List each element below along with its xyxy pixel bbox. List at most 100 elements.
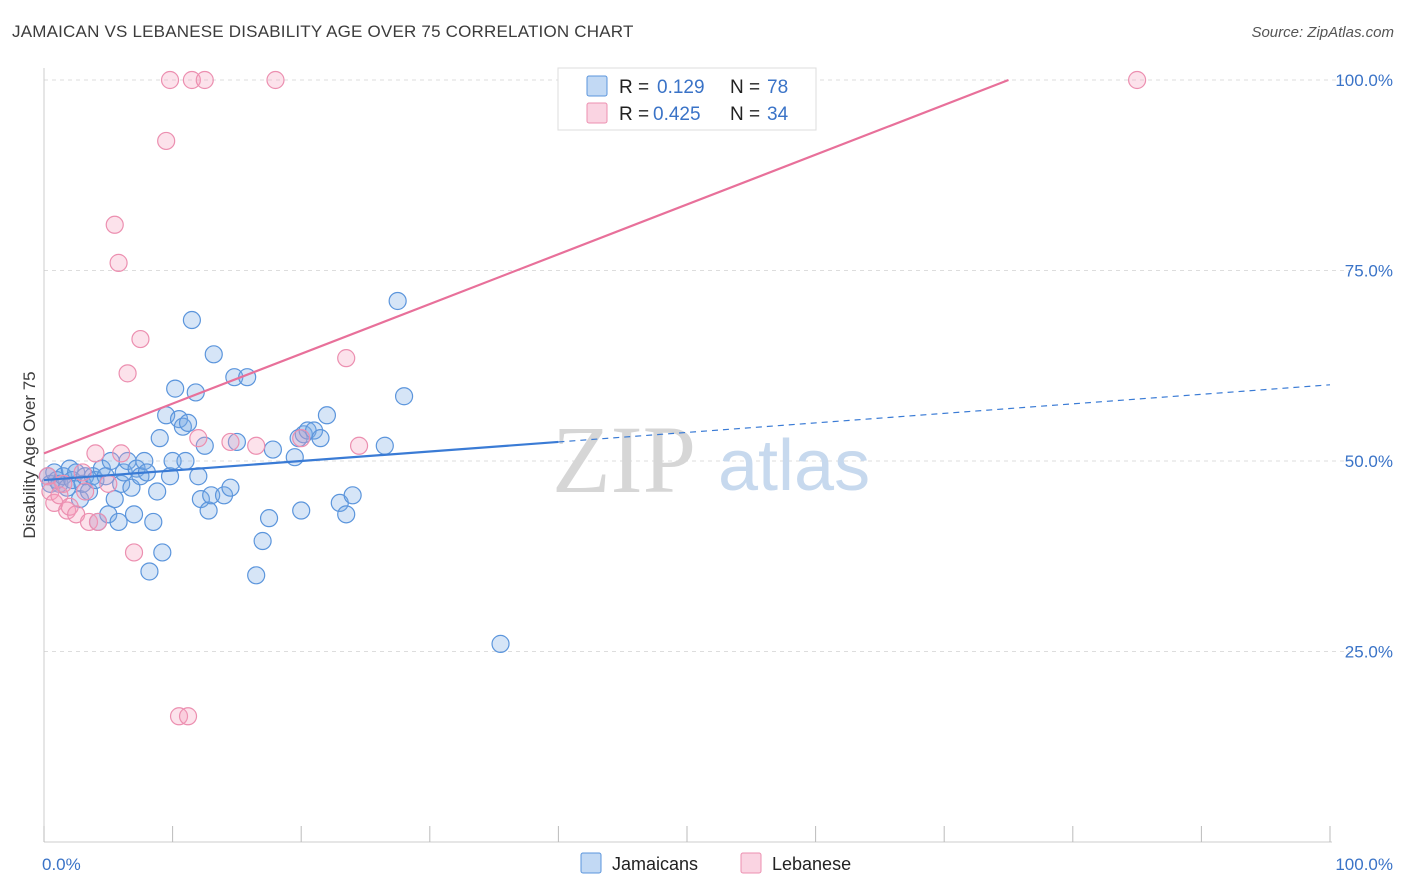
legend-n-value-1: 78 (767, 77, 788, 98)
trendline-jamaicans (43, 440, 559, 482)
point-jamaicans-71 (337, 505, 356, 524)
point-lebanese-18 (124, 543, 144, 562)
point-lebanese-29 (266, 70, 285, 90)
point-jamaicans-59 (253, 531, 272, 551)
bottom-legend-jamaicans: Jamaicans (612, 854, 698, 874)
point-jamaicans-21 (105, 490, 124, 509)
legend-r-label-1: R = (619, 77, 649, 98)
trendline-jamaicans-extension (558, 384, 1331, 443)
point-jamaicans-32 (140, 562, 159, 581)
point-jamaicans-49 (195, 436, 214, 455)
point-lebanese-17 (118, 364, 137, 383)
point-lebanese-26 (195, 70, 214, 90)
point-lebanese-25 (189, 429, 208, 448)
legend-swatch-jamaicans (586, 75, 608, 97)
point-jamaicans-40 (166, 379, 185, 398)
bottom-legend: Jamaicans Lebanese (580, 852, 851, 874)
watermark: ZIP atlas (552, 406, 870, 513)
point-lebanese-6 (60, 497, 79, 516)
point-lebanese-31 (337, 349, 356, 368)
point-jamaicans-19 (99, 505, 118, 524)
point-jamaicans-52 (204, 345, 223, 364)
point-jamaicans-58 (247, 566, 266, 585)
point-jamaicans-76 (491, 634, 510, 653)
point-lebanese-9 (76, 482, 95, 501)
y-axis-title: Disability Age Over 75 (20, 371, 39, 538)
point-jamaicans-54 (221, 478, 240, 497)
point-jamaicans-68 (311, 429, 330, 448)
points-layer (38, 70, 1147, 726)
point-jamaicans-13 (79, 482, 99, 501)
point-jamaicans-62 (285, 448, 304, 467)
point-jamaicans-64 (292, 501, 311, 520)
y-tick-label-3: 100.0% (1335, 71, 1393, 90)
legend-swatch-lebanese (586, 102, 608, 124)
point-lebanese-11 (86, 444, 105, 463)
point-jamaicans-50 (199, 501, 218, 520)
point-lebanese-0 (38, 467, 57, 486)
point-lebanese-28 (247, 436, 266, 455)
point-jamaicans-60 (259, 509, 279, 528)
point-lebanese-23 (178, 707, 198, 726)
x-tick-label-min: 0.0% (42, 855, 81, 874)
point-jamaicans-35 (150, 429, 169, 448)
legend: R = 0.129 N = 78 R = 0.425 N = 34 (557, 67, 817, 131)
point-jamaicans-30 (135, 451, 154, 471)
point-lebanese-24 (182, 70, 201, 90)
y-tick-label-1: 50.0% (1345, 452, 1393, 471)
trendline-lebanese (43, 78, 1009, 455)
legend-n-value-2: 34 (767, 104, 789, 125)
legend-r-label-2: R = (619, 104, 649, 125)
chart-source: Source: ZipAtlas.com (1251, 24, 1394, 41)
legend-r-value-1: 0.129 (657, 77, 705, 98)
point-jamaicans-51 (202, 486, 221, 505)
point-jamaicans-33 (144, 512, 163, 532)
point-jamaicans-75 (394, 387, 414, 406)
point-lebanese-32 (349, 436, 369, 455)
point-jamaicans-73 (375, 436, 394, 455)
point-jamaicans-47 (189, 467, 208, 486)
point-lebanese-15 (109, 253, 128, 272)
point-lebanese-27 (221, 432, 240, 452)
point-jamaicans-34 (148, 482, 167, 501)
point-jamaicans-22 (109, 512, 128, 532)
point-jamaicans-56 (227, 432, 246, 452)
point-lebanese-16 (112, 444, 131, 463)
point-lebanese-14 (105, 215, 124, 234)
y-tick-label-2: 75.0% (1345, 262, 1393, 281)
point-jamaicans-27 (124, 505, 144, 524)
point-lebanese-12 (88, 512, 108, 532)
point-jamaicans-36 (153, 543, 172, 562)
point-lebanese-13 (99, 474, 118, 493)
x-tick-label-max: 100.0% (1335, 855, 1393, 874)
point-jamaicans-61 (263, 440, 283, 459)
bottom-legend-swatch-jamaicans (580, 852, 602, 874)
point-jamaicans-44 (178, 413, 198, 432)
point-jamaicans-43 (176, 451, 195, 471)
point-lebanese-21 (160, 70, 180, 90)
bottom-legend-swatch-lebanese (740, 852, 762, 874)
grid-layer (44, 79, 1350, 652)
labels-layer: 25.0% 50.0% 75.0% 100.0% 0.0% 100.0% (42, 71, 1393, 874)
point-lebanese-30 (292, 429, 311, 448)
axes-layer (43, 68, 1332, 843)
legend-r-value-2: 0.425 (653, 104, 701, 125)
point-jamaicans-72 (343, 486, 362, 505)
point-jamaicans-74 (388, 291, 407, 311)
point-lebanese-20 (157, 131, 176, 151)
watermark-zip: ZIP (552, 406, 696, 513)
bottom-legend-lebanese: Lebanese (772, 854, 851, 874)
point-lebanese-33 (1127, 70, 1147, 90)
y-tick-label-0: 25.0% (1345, 643, 1393, 662)
point-jamaicans-45 (182, 310, 201, 330)
legend-n-label-1: N = (730, 77, 760, 98)
point-jamaicans-69 (317, 406, 337, 425)
trend-layer (43, 78, 1331, 482)
watermark-atlas: atlas (718, 426, 870, 506)
point-jamaicans-53 (214, 486, 234, 505)
point-lebanese-19 (131, 329, 150, 349)
legend-box (557, 67, 817, 131)
chart-title: JAMAICAN VS LEBANESE DISABILITY AGE OVER… (12, 22, 634, 41)
point-lebanese-3 (50, 486, 69, 505)
